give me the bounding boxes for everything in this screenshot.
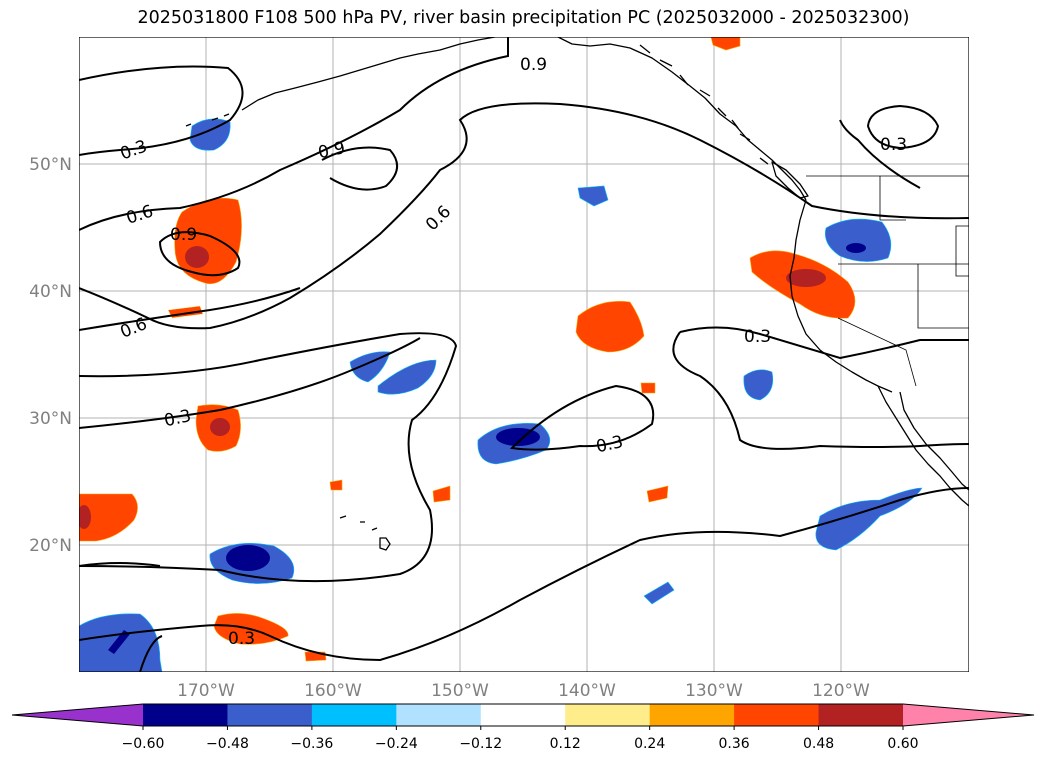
- negative-anomaly-4: [377, 359, 437, 395]
- colorbar-segment: [734, 704, 820, 726]
- colorbar-segment: [565, 704, 651, 726]
- positive-anomaly-4: [79, 493, 138, 542]
- colorbar-segment: [396, 704, 482, 726]
- negative-anomaly-11: [815, 487, 923, 551]
- colorbar-segment: [143, 704, 228, 726]
- colorbar-tick-label: −0.36: [290, 736, 333, 752]
- figure-title: 2025031800 F108 500 hPa PV, river basin …: [137, 8, 910, 28]
- negative-anomaly-1: [189, 118, 231, 151]
- positive-anomaly-10: [329, 479, 343, 491]
- negative-anomaly-10: [825, 218, 892, 262]
- positive-anomaly-9: [432, 485, 451, 503]
- contour-label: 0.9: [520, 55, 547, 75]
- positive-anomaly-1: [174, 197, 242, 285]
- negative-anomaly-3: [349, 351, 391, 383]
- lon-tick: 130°W: [685, 681, 743, 701]
- colorbar-tick-label: −0.24: [375, 736, 418, 752]
- negative-anomaly-7: [79, 613, 163, 672]
- contour-label: 0.9: [170, 225, 197, 245]
- contour-label: 0.3: [744, 327, 771, 347]
- positive-anomaly-3: [195, 404, 241, 452]
- positive-anomaly-8: [640, 382, 656, 394]
- state-borders: [806, 175, 969, 387]
- pv-contours: [79, 37, 969, 672]
- lat-tick: 40°N: [29, 282, 72, 302]
- lon-tick: 140°W: [558, 681, 616, 701]
- colorbar-tick-label: 0.24: [634, 736, 665, 752]
- colorbar: −0.60 −0.48 −0.36 −0.24 −0.12 0.12 0.24 0.36 0.4…: [11, 703, 1035, 752]
- lat-tick: 20°N: [29, 536, 72, 556]
- positive-anomaly-7: [575, 301, 645, 353]
- lon-tick: 170°W: [177, 681, 235, 701]
- coastlines: [185, 37, 969, 551]
- contour-label: 0.3: [228, 629, 255, 649]
- colorbar-segment: [649, 704, 735, 726]
- colorbar-tick-label: −0.48: [206, 736, 249, 752]
- colorbar-segment: [227, 704, 313, 726]
- lat-tick: 50°N: [29, 155, 72, 175]
- colorbar-segment: [480, 704, 566, 726]
- colorbar-tick-label: 0.48: [803, 736, 834, 752]
- lat-tick-labels: 20°N 30°N 40°N 50°N: [29, 155, 72, 556]
- colorbar-segment: [818, 704, 904, 726]
- negative-anomaly-9: [743, 369, 774, 401]
- positive-anomaly-12: [749, 250, 856, 319]
- map-panel: 0.3 0.6 0.9 0.9 0.6 0.9 0.6 0.3 0.3 0.3 …: [79, 37, 969, 672]
- lon-tick: 150°W: [431, 681, 489, 701]
- colorbar-tick-label: −0.12: [459, 736, 502, 752]
- colorbar-tick-label: 0.60: [887, 736, 918, 752]
- colorbar-tick-label: 0.12: [550, 736, 581, 752]
- colorbar-extend-low: [12, 704, 143, 726]
- negative-anomaly-8: [643, 581, 675, 605]
- lon-tick-labels: 170°W 160°W 150°W 140°W 130°W 120°W: [177, 681, 870, 701]
- lon-tick: 160°W: [304, 681, 362, 701]
- negative-anomaly-2: [577, 185, 609, 207]
- colorbar-tick-label: −0.60: [122, 736, 165, 752]
- lon-tick: 120°W: [812, 681, 870, 701]
- contour-label: 0.3: [880, 135, 907, 155]
- positive-anomaly-11: [646, 485, 669, 503]
- colorbar-tick-label: 0.36: [719, 736, 750, 752]
- lat-tick: 30°N: [29, 409, 72, 429]
- colorbar-segment: [311, 704, 397, 726]
- positive-anomaly-13: [710, 37, 741, 51]
- colorbar-extend-high: [903, 704, 1034, 726]
